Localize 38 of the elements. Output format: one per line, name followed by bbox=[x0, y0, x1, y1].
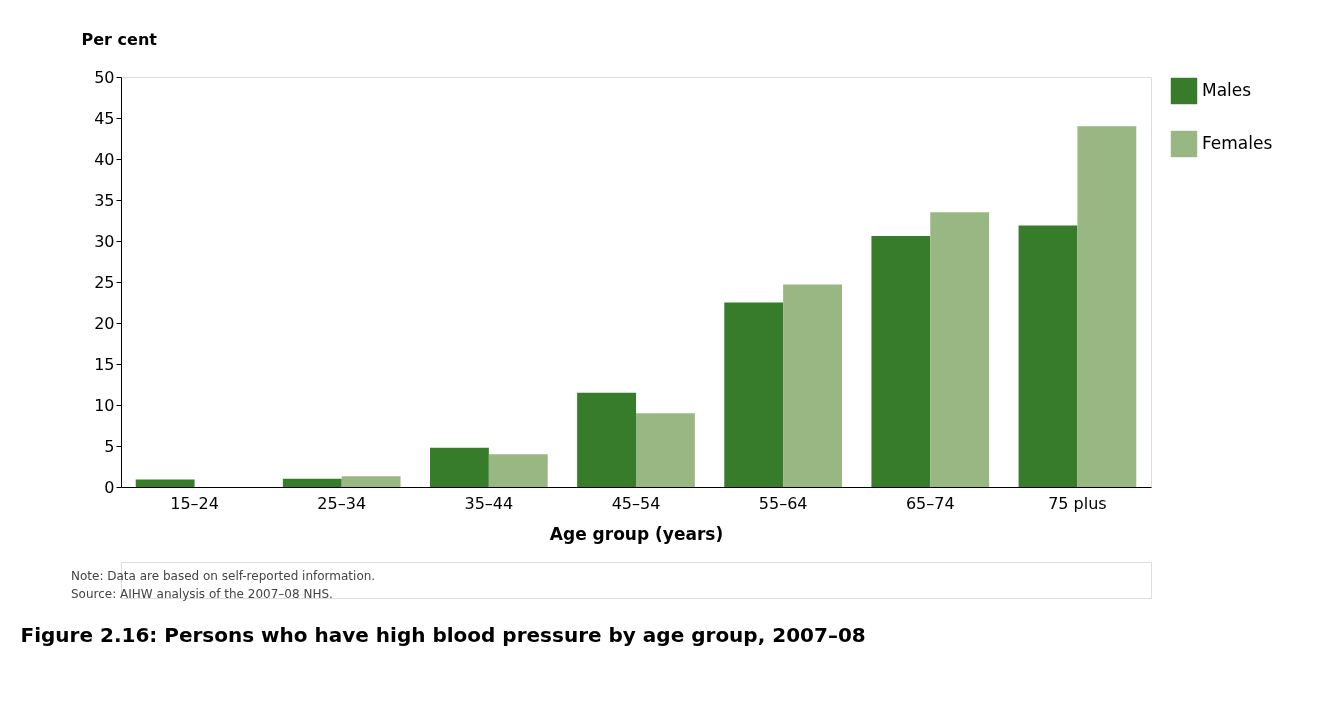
bar bbox=[871, 236, 931, 487]
x-tick-label: 75 plus bbox=[1048, 493, 1107, 513]
bar bbox=[341, 476, 401, 487]
y-tick-label: 10 bbox=[94, 395, 115, 415]
y-tick-label: 35 bbox=[94, 190, 115, 210]
bar bbox=[135, 479, 195, 487]
x-axis-title: Age group (years) bbox=[549, 523, 724, 544]
y-tick-label: 40 bbox=[94, 149, 115, 169]
bar bbox=[1018, 225, 1078, 487]
bar bbox=[282, 478, 342, 487]
bar bbox=[577, 392, 636, 487]
source-note: Source: AIHW analysis of the 2007–08 NHS. bbox=[71, 587, 333, 601]
bar bbox=[1077, 126, 1137, 487]
y-tick-label: 30 bbox=[94, 231, 115, 251]
text: Figure 2.16: Persons who have high blood pressure by age group, 2007–08 bbox=[20, 622, 866, 647]
y-tick-label: 25 bbox=[94, 272, 115, 292]
y-tick-label: 15 bbox=[94, 354, 115, 374]
text: Note: Data are based on self-reported information. bbox=[71, 569, 376, 583]
y-tick-label: 45 bbox=[94, 108, 115, 128]
x-tick-label: 65–74 bbox=[905, 493, 955, 513]
bar bbox=[724, 302, 784, 487]
legend-label: Males bbox=[1202, 80, 1252, 100]
y-tick-label: 50 bbox=[94, 67, 115, 87]
bar bbox=[930, 212, 990, 487]
y-tick-label: 0 bbox=[104, 477, 115, 497]
bar bbox=[430, 447, 489, 487]
y-tick-label: 5 bbox=[104, 436, 115, 456]
x-tick-label: 45–54 bbox=[611, 493, 661, 513]
x-tick-label: 55–64 bbox=[758, 493, 808, 513]
x-tick-label: 35–44 bbox=[464, 493, 514, 513]
x-tick-label: 25–34 bbox=[317, 493, 367, 513]
y-tick-label: 20 bbox=[94, 313, 115, 333]
bar bbox=[488, 454, 548, 487]
legend-label: Females bbox=[1202, 133, 1273, 153]
bar bbox=[636, 413, 695, 487]
y-axis-title: Per cent bbox=[81, 29, 158, 49]
x-tick-label: 15–24 bbox=[170, 493, 219, 513]
bar bbox=[783, 284, 842, 487]
